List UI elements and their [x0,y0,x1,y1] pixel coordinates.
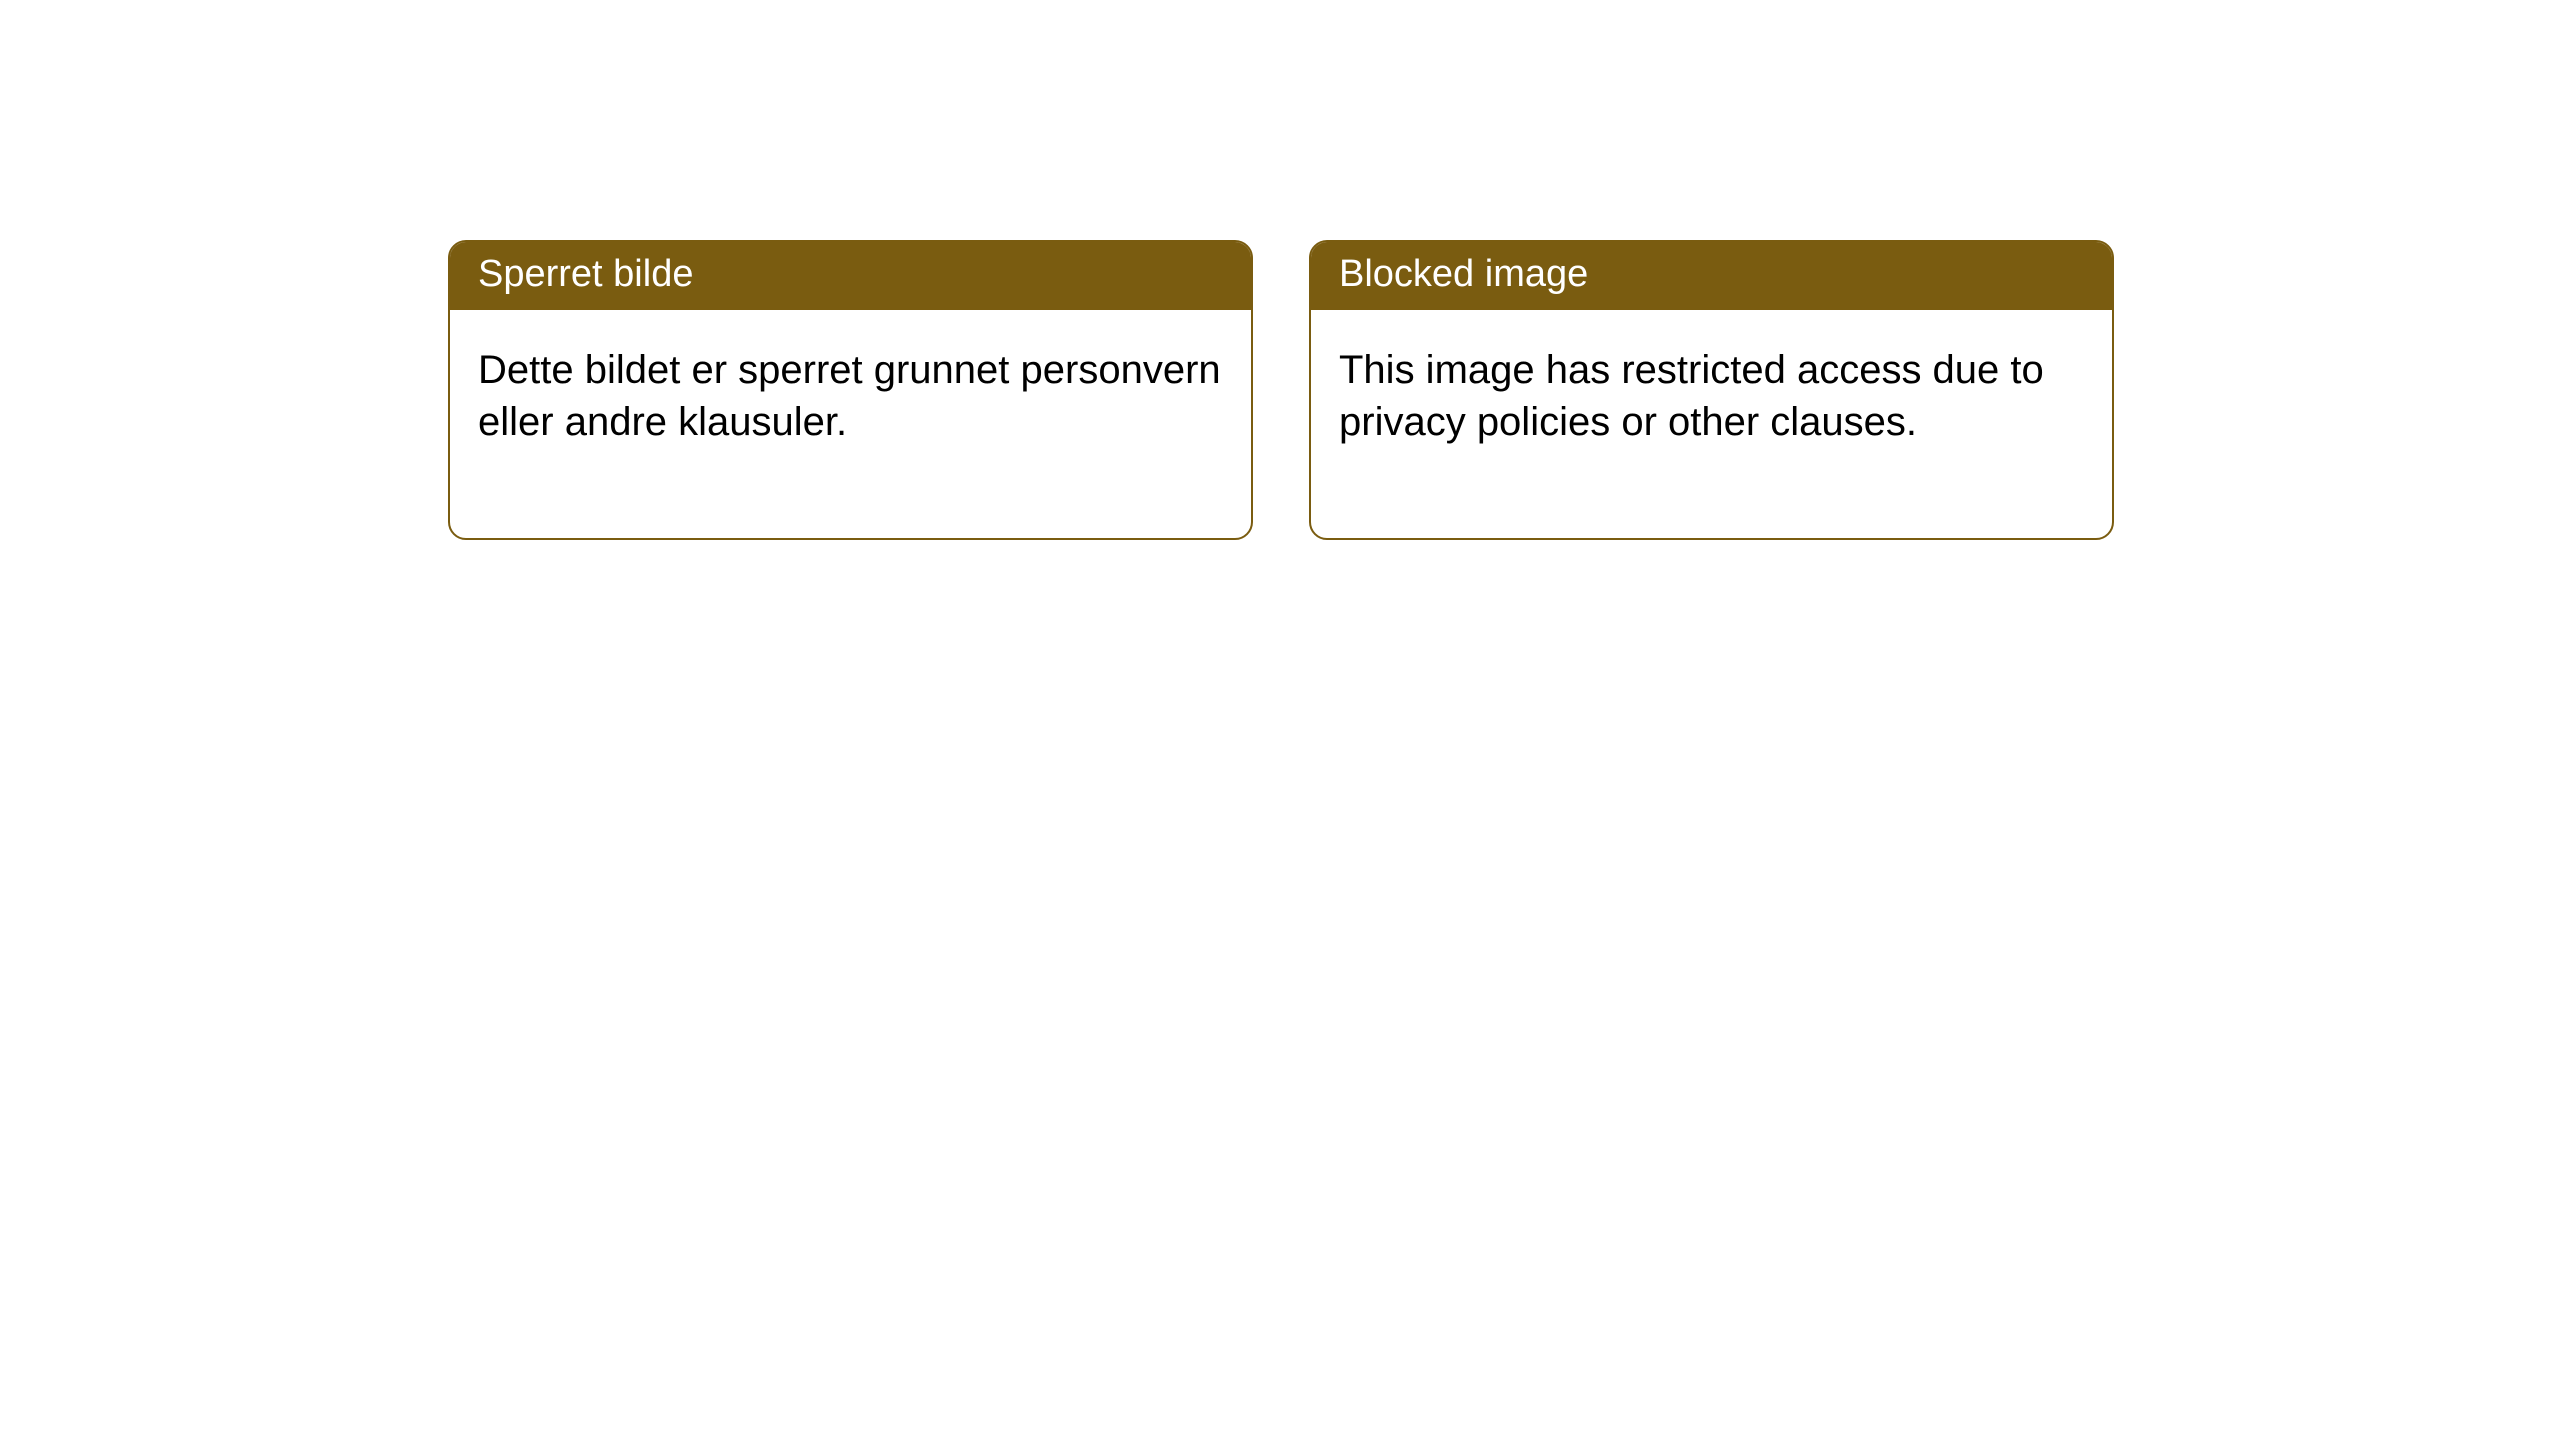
notice-title-english: Blocked image [1311,242,2112,310]
notice-card-norwegian: Sperret bilde Dette bildet er sperret gr… [448,240,1253,540]
notice-body-norwegian: Dette bildet er sperret grunnet personve… [450,310,1251,538]
notice-body-english: This image has restricted access due to … [1311,310,2112,538]
notice-container: Sperret bilde Dette bildet er sperret gr… [0,0,2560,540]
notice-title-norwegian: Sperret bilde [450,242,1251,310]
notice-card-english: Blocked image This image has restricted … [1309,240,2114,540]
